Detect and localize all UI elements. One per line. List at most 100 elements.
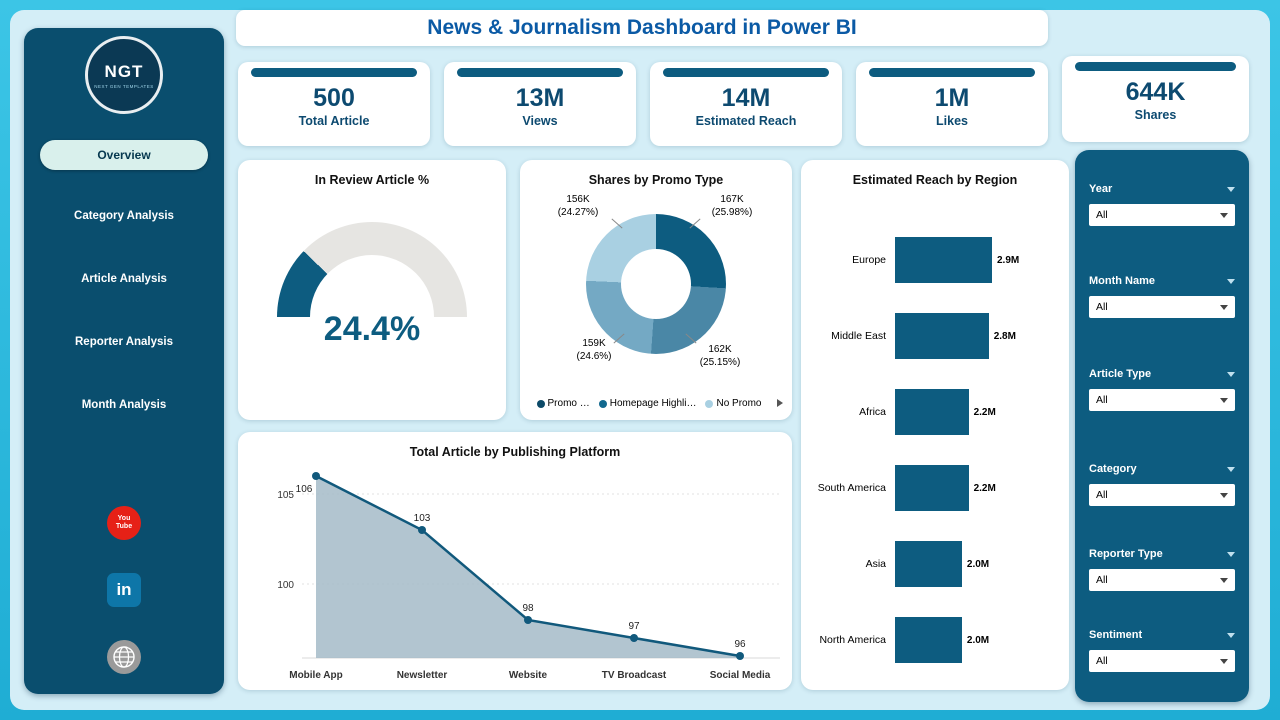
bar[interactable] [895, 617, 962, 663]
chevron-down-icon [1220, 658, 1228, 664]
bar-row[interactable]: Africa 2.2M [809, 374, 1065, 450]
filter-category-select[interactable]: All [1089, 484, 1235, 506]
svg-text:Mobile App: Mobile App [289, 670, 343, 681]
reach-by-region-card: Estimated Reach by Region Europe 2.9M Midd… [801, 160, 1069, 690]
legend-label: Homepage Highli… [609, 398, 697, 409]
svg-text:96: 96 [734, 639, 746, 650]
logo-text: NGT [104, 61, 144, 81]
bar-category-label: South America [817, 481, 886, 494]
filter-sentiment: Sentiment All [1089, 628, 1235, 672]
area-chart-title: Total Article by Publishing Platform [409, 445, 621, 459]
bar-value-label: 2.0M [966, 558, 990, 570]
chevron-down-icon[interactable] [1227, 186, 1235, 192]
filter-reporter-type-select[interactable]: All [1089, 569, 1235, 591]
filter-category: Category All [1089, 462, 1235, 506]
sidebar-item-article-analysis[interactable]: Article Analysis [81, 273, 167, 285]
donut-callout: 156K (24.27%) [557, 194, 599, 218]
kpi-accent-bar [1075, 62, 1236, 71]
region-chart-title: Estimated Reach by Region [852, 173, 1018, 187]
bar-category-label: North America [819, 633, 886, 646]
sidebar-item-reporter-analysis[interactable]: Reporter Analysis [75, 336, 173, 348]
articles-by-platform-card: Total Article by Publishing Platform 105… [238, 432, 792, 690]
kpi-label: Estimated Reach [695, 113, 797, 128]
svg-text:105: 105 [277, 490, 294, 501]
bar-row[interactable]: Asia 2.0M [809, 526, 1065, 602]
platform-area-chart[interactable]: 105 100 106 Mobile App 103 Newsletter 98 Websit… [238, 432, 792, 690]
legend-scroll-arrow[interactable] [777, 399, 783, 407]
sidebar-item-category-analysis[interactable]: Category Analysis [74, 210, 174, 222]
svg-text:100: 100 [277, 580, 294, 591]
bar[interactable] [895, 465, 969, 511]
filter-month-name-select[interactable]: All [1089, 296, 1235, 318]
kpi-card-views: 13M Views [444, 62, 636, 146]
filter-article-type-value: All [1096, 394, 1108, 406]
filter-sentiment-select[interactable]: All [1089, 650, 1235, 672]
sidebar-item-month-analysis[interactable]: Month Analysis [81, 399, 167, 411]
chevron-down-icon[interactable] [1227, 632, 1235, 638]
donut-legend: Promo … Homepage Highli… No Promo [528, 398, 770, 409]
bar[interactable] [895, 237, 992, 283]
chevron-down-icon[interactable] [1227, 466, 1235, 472]
chevron-down-icon[interactable] [1227, 371, 1235, 377]
region-bars: Europe 2.9M Middle East 2.8M Africa 2.2M South… [809, 222, 1065, 678]
filter-article-type: Article Type All [1089, 367, 1235, 411]
svg-text:103: 103 [414, 513, 431, 524]
bar-row[interactable]: North America 2.0M [809, 602, 1065, 678]
filter-sentiment-label: Sentiment [1089, 629, 1143, 641]
shares-by-promo-card: Shares by Promo Type 156K (24.27%) 167K … [520, 160, 792, 420]
legend-dot [598, 399, 607, 408]
filter-category-label: Category [1089, 463, 1137, 475]
kpi-card-shares: 644K Shares [1062, 56, 1249, 142]
chevron-down-icon[interactable] [1227, 551, 1235, 557]
bar-row[interactable]: Europe 2.9M [809, 222, 1065, 298]
title-bar: News & Journalism Dashboard in Power BI [236, 10, 1048, 46]
bar-row[interactable]: South America 2.2M [809, 450, 1065, 526]
bar[interactable] [895, 541, 962, 587]
kpi-card-likes: 1M Likes [856, 62, 1048, 146]
donut-title: Shares by Promo Type [588, 173, 724, 187]
filter-reporter-type: Reporter Type All [1089, 547, 1235, 591]
filter-year-value: All [1096, 209, 1108, 221]
sidebar-item-overview[interactable]: Overview [40, 140, 208, 170]
filter-year-select[interactable]: All [1089, 204, 1235, 226]
bar-category-label: Middle East [831, 329, 886, 342]
gauge-chart[interactable] [277, 222, 467, 317]
kpi-value: 14M [721, 84, 771, 112]
bar-category-label: Asia [865, 557, 886, 570]
kpi-value: 13M [515, 84, 565, 112]
globe-icon[interactable] [107, 640, 141, 674]
filter-reporter-type-label: Reporter Type [1089, 548, 1163, 560]
donut-hole [621, 249, 691, 319]
bar[interactable] [895, 313, 989, 359]
filter-category-value: All [1096, 489, 1108, 501]
linkedin-icon[interactable]: in [107, 573, 141, 607]
sidebar: NGT NEXT GEN TEMPLATES Overview Category… [24, 28, 224, 694]
svg-text:106: 106 [296, 484, 313, 495]
svg-text:Website: Website [509, 670, 548, 681]
legend-item[interactable]: Homepage Highli… [598, 398, 697, 409]
bar-row[interactable]: Middle East 2.8M [809, 298, 1065, 374]
chevron-down-icon[interactable] [1227, 278, 1235, 284]
chevron-down-icon [1220, 577, 1228, 583]
chevron-down-icon [1220, 492, 1228, 498]
svg-text:Social Media: Social Media [710, 670, 771, 681]
filter-year: Year All [1089, 182, 1235, 226]
globe-glyph [113, 646, 135, 668]
legend-item[interactable]: Promo … [536, 398, 590, 409]
kpi-label: Likes [936, 113, 968, 128]
kpi-accent-bar [457, 68, 623, 77]
legend-item[interactable]: No Promo [705, 398, 761, 409]
svg-text:98: 98 [522, 603, 534, 614]
youtube-icon[interactable]: You Tube [107, 506, 141, 540]
kpi-card-total-article: 500 Total Article [238, 62, 430, 146]
svg-text:TV Broadcast: TV Broadcast [602, 670, 667, 681]
bar[interactable] [895, 389, 969, 435]
donut-chart[interactable] [586, 214, 726, 354]
bar-value-label: 2.8M [993, 330, 1016, 342]
chevron-down-icon [1220, 304, 1228, 310]
legend-dot [536, 399, 545, 408]
gauge-title: In Review Article % [314, 173, 430, 187]
filter-article-type-select[interactable]: All [1089, 389, 1235, 411]
filter-month-name-value: All [1096, 301, 1108, 313]
